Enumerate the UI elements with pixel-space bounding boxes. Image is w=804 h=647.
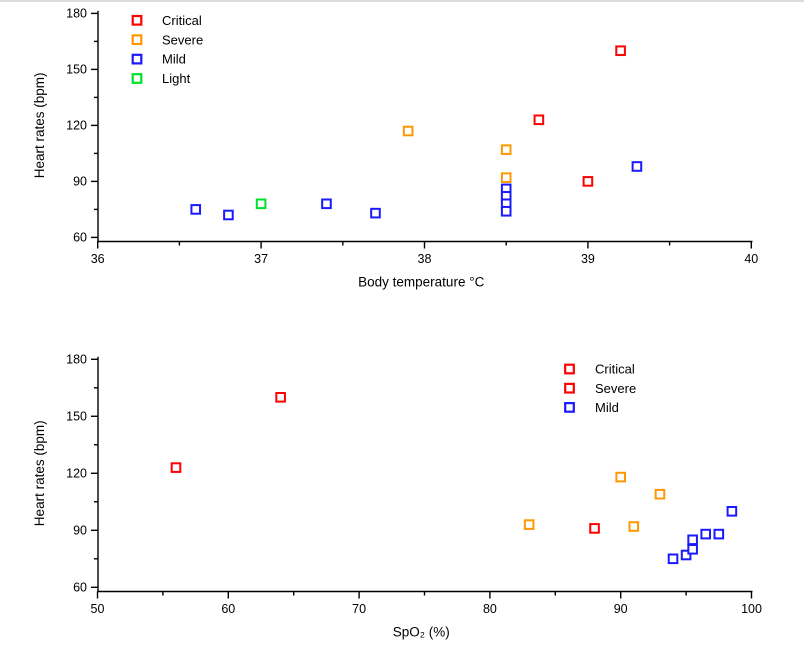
data-point-mild	[631, 161, 643, 172]
data-point-severe	[402, 125, 414, 137]
data-point-critical	[170, 462, 182, 473]
y-tick-label: 150	[66, 410, 87, 424]
x-tick-label: 90	[614, 602, 628, 616]
y-tick-label: 90	[73, 524, 87, 538]
legend-label-severe: Severe	[595, 381, 636, 396]
data-point-mild	[726, 506, 738, 517]
y-tick-label: 150	[66, 63, 87, 77]
y-tick-label: 90	[73, 175, 87, 189]
spo2-chart-group: 50 60 70 80 90 100 60 90 120 150 180 SpO₂ (%) Heart …	[32, 353, 762, 640]
data-point-mild	[223, 209, 234, 221]
legend-swatch-severe	[131, 34, 143, 46]
x-axis-label: SpO₂ (%)	[393, 625, 450, 640]
series-severe	[523, 471, 666, 532]
series-critical	[533, 45, 626, 187]
series-light	[255, 198, 267, 210]
legend-label-critical: Critical	[162, 13, 202, 28]
data-point-severe	[654, 488, 666, 500]
x-tick-label: 36	[91, 252, 105, 266]
data-point-mild	[190, 204, 202, 215]
x-tick-label: 50	[91, 602, 105, 616]
legend-swatch-light	[131, 73, 143, 84]
series-critical	[170, 392, 600, 534]
data-point-light	[255, 198, 267, 210]
legend-swatch-mild	[131, 53, 143, 65]
legend-swatch-critical	[564, 363, 575, 375]
data-point-critical	[582, 176, 594, 187]
data-point-mild	[321, 198, 332, 210]
legend-label-severe: Severe	[162, 32, 203, 47]
window-top-border	[0, 0, 804, 2]
data-point-critical	[615, 45, 626, 57]
data-point-severe	[523, 519, 535, 530]
x-axis-label: Body temperature °C	[358, 275, 484, 290]
data-point-mild	[687, 544, 698, 555]
series-mild	[190, 161, 643, 221]
x-tick-label: 70	[352, 602, 366, 616]
y-tick-label: 180	[66, 353, 87, 367]
y-tick-label: 60	[73, 581, 87, 595]
legend-label-light: Light	[162, 71, 191, 86]
data-point-severe	[628, 521, 640, 532]
x-tick-label: 100	[741, 602, 762, 616]
data-point-severe	[500, 144, 512, 155]
data-point-mild	[680, 549, 692, 561]
y-axis-label: Heart rates (bpm)	[32, 420, 47, 526]
x-tick-label: 60	[221, 602, 235, 616]
legend-swatch-severe	[564, 382, 575, 394]
legend-label-mild: Mild	[162, 52, 186, 67]
data-point-critical	[533, 114, 545, 126]
x-tick-label: 40	[744, 252, 758, 266]
data-point-critical	[275, 392, 286, 403]
x-tick-label: 37	[254, 252, 268, 266]
data-point-severe	[615, 471, 627, 483]
data-point-critical	[589, 523, 600, 534]
data-point-mild	[687, 534, 698, 546]
series-mild	[667, 506, 738, 565]
x-tick-label: 39	[581, 252, 595, 266]
y-tick-label: 180	[66, 7, 87, 21]
data-point-mild	[370, 207, 381, 219]
y-tick-label: 60	[73, 231, 87, 245]
y-tick-label: 120	[66, 119, 87, 133]
data-point-mild	[700, 528, 712, 540]
x-tick-label: 38	[418, 252, 432, 266]
y-axis-label: Heart rates (bpm)	[32, 73, 47, 179]
temperature-chart-legend: Critical Severe Mild Light	[131, 13, 203, 86]
series-severe	[402, 125, 512, 183]
data-point-mild	[667, 553, 679, 565]
legend-label-mild: Mild	[595, 400, 619, 415]
legend-swatch-mild	[564, 402, 575, 413]
data-point-mild	[713, 528, 725, 540]
legend-label-critical: Critical	[595, 362, 635, 377]
temperature-chart-group: 36 37 38 39 40 60 90 120 150 180 Body temperature …	[32, 7, 758, 290]
y-tick-label: 120	[66, 467, 87, 481]
spo2-chart-legend: Critical Severe Mild	[564, 362, 636, 415]
data-point-severe	[500, 172, 512, 183]
data-point-mild	[500, 205, 512, 217]
legend-swatch-critical	[131, 14, 143, 26]
x-tick-label: 80	[483, 602, 497, 616]
